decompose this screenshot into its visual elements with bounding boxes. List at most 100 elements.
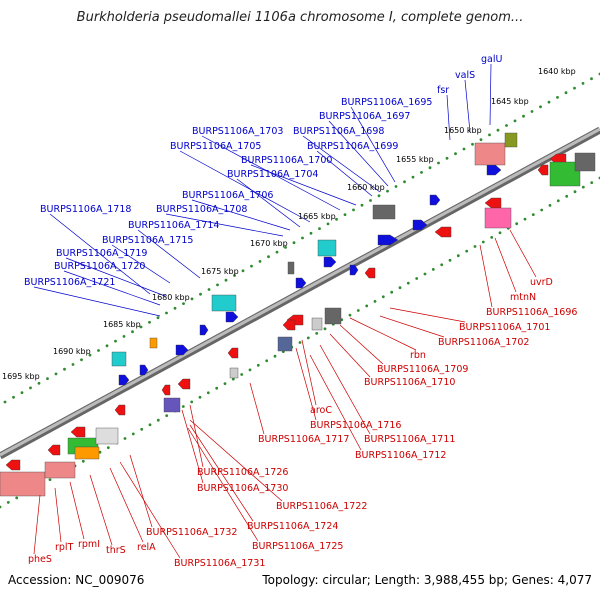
reverse-gene-label: aroC — [310, 405, 332, 416]
scale-dot — [590, 181, 594, 185]
scale-dot — [20, 391, 24, 394]
scale-dot — [97, 349, 100, 352]
scale-dot — [547, 100, 551, 104]
scale-label: 1665 kbp — [298, 212, 336, 221]
reverse-gene-arrow — [70, 426, 86, 438]
reverse-gene-label: rbn — [410, 350, 426, 361]
label-leader — [319, 344, 371, 435]
scale-dot — [173, 306, 177, 310]
scale-dot — [431, 268, 435, 271]
reverse-gene-arrow — [282, 319, 296, 331]
scale-dot — [15, 496, 19, 500]
scale-dot — [301, 236, 304, 240]
forward-gene-arrow — [323, 256, 337, 268]
scale-dot — [360, 203, 364, 207]
scale-dot — [490, 236, 494, 239]
label-leader — [464, 79, 471, 133]
forward-gene-arrow — [429, 194, 441, 206]
scale-dot — [564, 91, 568, 95]
scale-dot — [298, 341, 302, 344]
scale-label: 1690 kbp — [53, 347, 91, 356]
scale-dot — [165, 414, 169, 417]
label-leader — [379, 315, 445, 338]
label-leader — [302, 135, 381, 193]
scale-dot — [590, 77, 593, 81]
feature-block — [317, 239, 337, 257]
scale-dot — [465, 249, 469, 253]
scale-dot — [394, 185, 398, 188]
feature-block — [574, 152, 596, 172]
scale-dot — [37, 381, 41, 385]
scale-dot — [573, 190, 577, 194]
scale-dot — [248, 368, 252, 372]
scale-dot — [440, 263, 444, 267]
scale-dot — [88, 353, 92, 357]
scale-dot — [114, 339, 117, 343]
forward-gene-label: BURPS1106A_1714 — [128, 220, 219, 231]
label-leader — [446, 94, 451, 141]
scale-label: 1645 kbp — [491, 97, 529, 106]
label-leader — [301, 339, 317, 406]
scale-label: 1680 kbp — [152, 293, 190, 302]
scale-dot — [352, 208, 355, 212]
scale-dot — [182, 302, 185, 305]
scale-dot — [123, 437, 127, 440]
scale-dot — [479, 138, 483, 142]
reverse-gene-label: thrS — [106, 545, 126, 556]
scale-dot — [473, 245, 477, 248]
forward-gene-label: valS — [455, 70, 475, 81]
feature-block — [211, 294, 237, 312]
scale-dot — [224, 278, 228, 282]
reverse-gene-label: BURPS1106A_1732 — [146, 527, 237, 538]
scale-dot — [323, 327, 327, 331]
scale-dot — [63, 367, 66, 371]
scale-dot — [581, 82, 585, 85]
scale-dot — [258, 260, 262, 263]
scale-dot — [445, 156, 449, 160]
scale-dot — [12, 395, 15, 399]
scale-dot — [318, 227, 321, 231]
feature-block — [504, 132, 518, 148]
scale-dot — [523, 217, 527, 221]
scale-dot — [233, 274, 236, 277]
feature-block — [44, 461, 76, 479]
scale-dot — [565, 194, 569, 198]
scale-dot — [411, 175, 415, 179]
scale-dot — [530, 110, 534, 113]
scale-dot — [46, 377, 49, 380]
scale-label: 1670 kbp — [250, 239, 288, 248]
reverse-gene-label: rpmI — [78, 539, 100, 550]
reverse-gene-label: BURPS1106A_1716 — [310, 420, 401, 431]
feature-block — [163, 397, 181, 413]
feature-block — [74, 446, 100, 460]
gene-labels: galU valS fsr BURPS1106A_1695 BURPS1106A_169… — [24, 54, 577, 569]
label-leader — [111, 244, 171, 284]
label-leader — [249, 382, 265, 435]
label-leader — [119, 461, 181, 559]
feature-block — [229, 367, 239, 379]
scale-dot — [206, 391, 210, 395]
label-leader — [89, 474, 113, 546]
label-leader — [129, 454, 153, 528]
scale-label: 1675 kbp — [201, 267, 239, 276]
feature-block — [324, 307, 342, 325]
scale-dot — [556, 199, 560, 203]
reverse-gene-label: BURPS1106A_1725 — [252, 541, 343, 552]
scale-dot — [207, 288, 211, 291]
scale-dot — [54, 372, 58, 376]
reverse-gene-label: BURPS1106A_1702 — [438, 337, 529, 348]
reverse-gene-arrow — [161, 384, 171, 396]
scale-dot — [223, 382, 227, 385]
scale-dot — [531, 213, 535, 217]
reverse-gene-arrow — [537, 164, 549, 176]
reverse-gene-label: BURPS1106A_1712 — [355, 450, 446, 461]
forward-gene-arrow — [377, 234, 399, 246]
scale-dot — [6, 501, 10, 504]
feature-block — [549, 161, 581, 187]
scale-dot — [423, 272, 427, 276]
feature-block — [311, 317, 323, 331]
scale-dot — [481, 240, 485, 244]
scale-dot — [556, 96, 559, 99]
scale-dot — [309, 231, 313, 235]
